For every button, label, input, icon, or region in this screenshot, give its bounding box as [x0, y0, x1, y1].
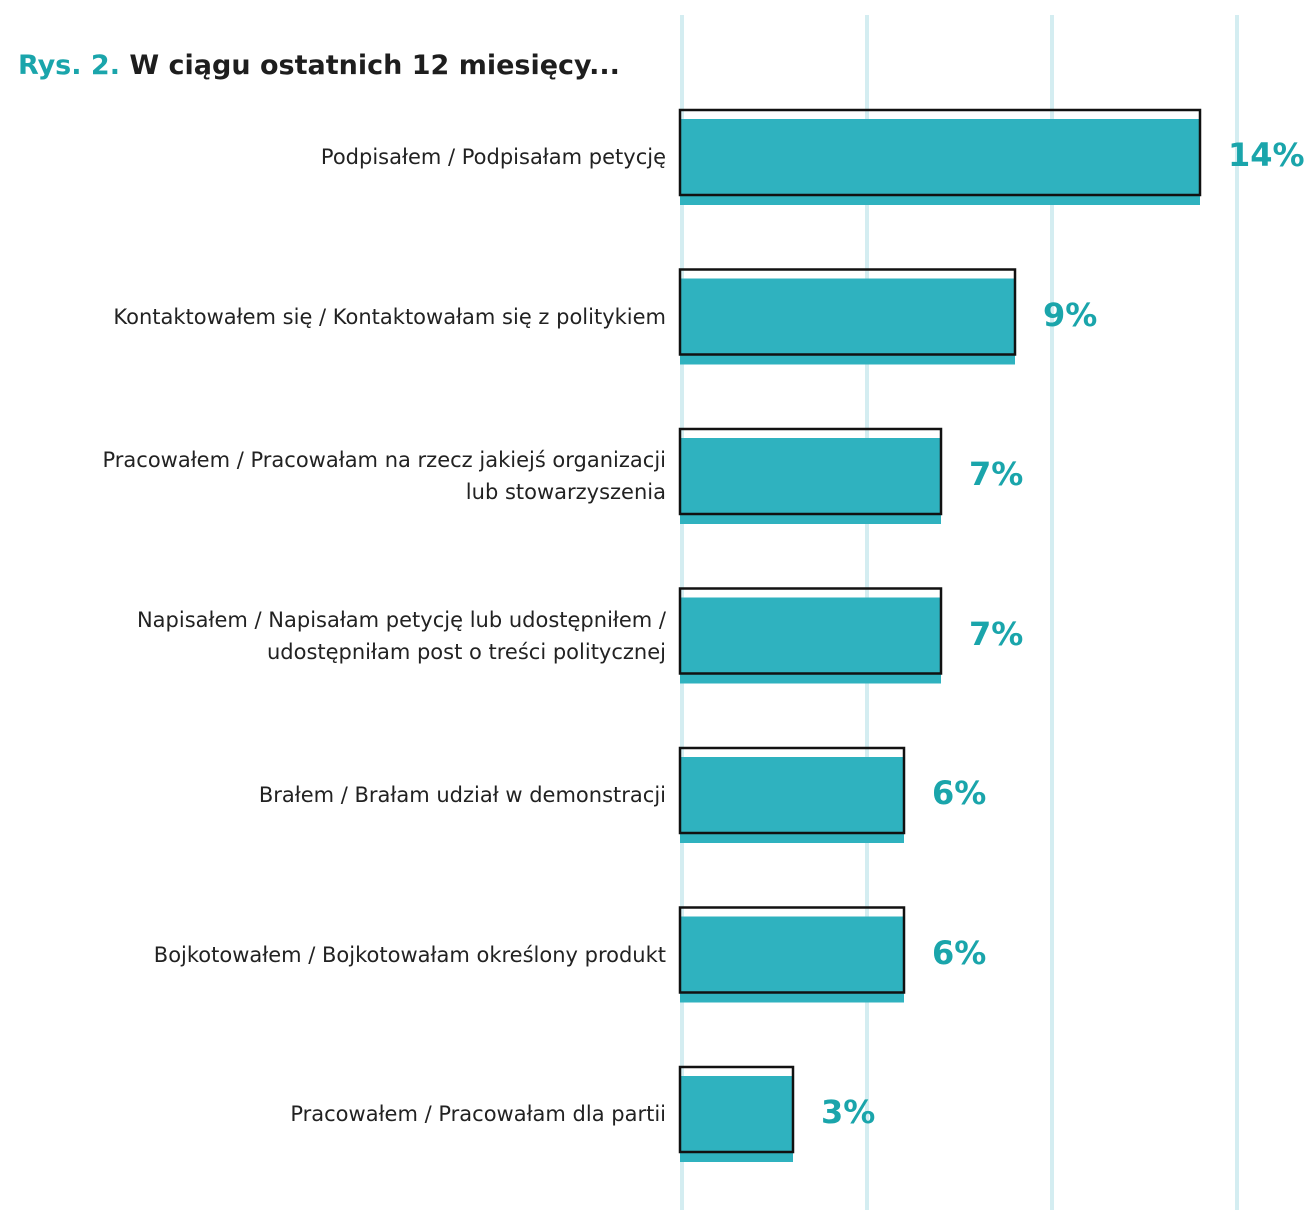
chart-title: Rys. 2. W ciągu ostatnich 12 miesięcy...: [18, 50, 620, 81]
category-label: Pracowałem / Pracowałam na rzecz jakiejś…: [102, 448, 666, 504]
bar-outline: [678, 427, 943, 516]
value-label: 14%: [1228, 136, 1305, 174]
bar: [680, 757, 904, 843]
figure-label: Rys. 2.: [18, 50, 120, 81]
bar-outline: [678, 587, 943, 675]
category-label: Kontaktowałem się / Kontaktowałam się z …: [113, 304, 666, 329]
bar: [680, 1076, 793, 1162]
bar-outline: [678, 746, 906, 835]
value-label: 9%: [1043, 295, 1098, 334]
value-label: 6%: [932, 774, 987, 812]
category-label: Pracowałem / Pracowałam dla partii: [290, 1102, 666, 1126]
title-text: W ciągu ostatnich 12 miesięcy...: [129, 50, 620, 81]
bar: [680, 438, 941, 524]
bar: [680, 597, 941, 684]
category-label: Podpisałem / Podpisałam petycję: [320, 145, 666, 169]
category-label: Napisałem / Napisałam petycję lub udostę…: [136, 607, 666, 664]
value-label: 7%: [969, 455, 1024, 493]
bar: [680, 916, 904, 1003]
bar: [680, 119, 1200, 205]
bar-outline: [678, 906, 906, 994]
bar-outline: [678, 268, 1017, 356]
bar-outline: [678, 108, 1202, 197]
category-label: Bojkotowałem / Bojkotowałam określony pr…: [153, 942, 666, 967]
bar: [680, 278, 1015, 365]
category-label: Brałem / Brałam udział w demonstracji: [258, 783, 666, 807]
bar-outline: [678, 1065, 795, 1154]
value-label: 6%: [932, 933, 987, 972]
value-label: 3%: [821, 1093, 876, 1131]
value-label: 7%: [969, 614, 1024, 653]
